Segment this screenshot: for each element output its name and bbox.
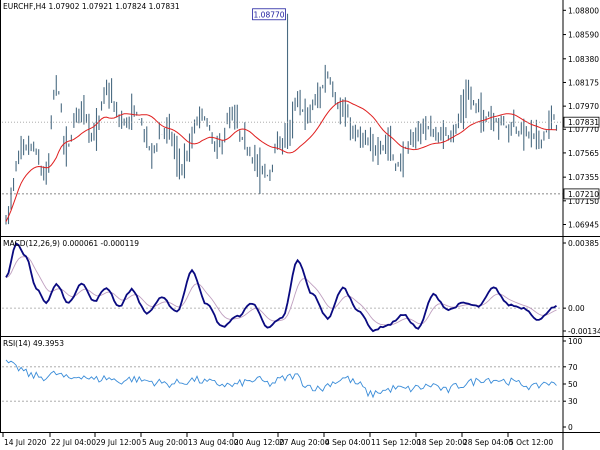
rsi-tick-label: 0 — [568, 423, 573, 432]
rsi-label: RSI(14) 49.3953 — [3, 339, 64, 348]
time-tick-label: 22 Jul 04:00 — [51, 438, 96, 447]
time-axis-svg: 14 Jul 2020 22 Jul 04:00 29 Jul 12:00 5 Aug… — [2, 433, 564, 450]
rsi-tick-label: 30 — [568, 397, 578, 406]
time-tick-label: 29 Jul 12:00 — [96, 438, 141, 447]
high-marker-label: 1.08770 — [254, 10, 285, 19]
price-tick-label: 1.07355 — [568, 173, 599, 182]
symbol-label: EURCHF,H4 1.07902 1.07921 1.07824 1.0783… — [3, 2, 180, 11]
time-tick-label: 11 Sep 12:00 — [371, 438, 421, 447]
high-marker-box — [252, 8, 286, 21]
price-tick-label: 1.07565 — [568, 149, 599, 158]
price-tick-label: 1.08590 — [568, 31, 599, 40]
price-tick-label: 1.06945 — [568, 220, 599, 229]
price-chart[interactable]: 1.08770 1.08800 1.08590 1.08380 1.08175 1.079… — [0, 0, 600, 237]
moving-average-line — [5, 100, 557, 222]
time-axis: 14 Jul 2020 22 Jul 04:00 29 Jul 12:00 5 Aug… — [0, 433, 600, 450]
time-tick-label: 14 Jul 2020 — [4, 438, 47, 447]
rsi-chart[interactable]: 100 70 50 30 0 — [0, 337, 600, 433]
macd-signal-line — [5, 256, 557, 326]
rsi-line — [5, 359, 557, 399]
rsi-tick-label: 50 — [568, 380, 578, 389]
current-price-label: 1.07831 — [568, 118, 599, 127]
time-tick-label: 13 Aug 04:00 — [188, 438, 239, 447]
time-tick-label: 20 Aug 12:00 — [234, 438, 285, 447]
price-tick-label: 1.08175 — [568, 78, 599, 87]
rsi-tick-label: 100 — [568, 337, 583, 346]
time-tick-label: 18 Sep 20:00 — [417, 438, 467, 447]
price-tick-label: 1.08380 — [568, 55, 599, 64]
time-tick-label: 5 Aug 20:00 — [142, 438, 188, 447]
low-level-box — [563, 188, 600, 200]
current-price-box — [563, 116, 600, 128]
macd-tick-label: -0.001348 — [568, 327, 600, 336]
price-tick-label: 1.07150 — [568, 197, 599, 206]
macd-pane[interactable]: 0.00385 0.00 -0.001348 MACD(12,26,9) 0.000… — [0, 237, 600, 337]
macd-label: MACD(12,26,9) 0.000061 -0.000119 — [3, 239, 140, 248]
time-tick-label: 28 Sep 04:00 — [463, 438, 513, 447]
macd-tick-label: 0.00 — [568, 304, 585, 313]
rsi-tick-label: 70 — [568, 363, 578, 372]
macd-main-line — [5, 242, 558, 333]
macd-tick-label: 0.00385 — [568, 239, 599, 248]
price-tick-label: 1.08800 — [568, 6, 599, 15]
price-pane[interactable]: 1.08770 1.08800 1.08590 1.08380 1.08175 1.079… — [0, 0, 600, 237]
macd-chart[interactable]: 0.00385 0.00 -0.001348 — [0, 237, 600, 337]
price-tick-label: 1.07770 — [568, 125, 599, 134]
time-tick-label: 4 Sep 04:00 — [325, 438, 371, 447]
ohlc-values: 1.07902 1.07921 1.07824 1.07831 — [48, 2, 180, 11]
rsi-pane[interactable]: 100 70 50 30 0 RSI(14) 49.3953 — [0, 337, 600, 433]
time-tick-label: 5 Oct 12:00 — [509, 438, 553, 447]
low-level-label: 1.07210 — [568, 190, 599, 199]
time-tick-label: 27 Aug 20:00 — [279, 438, 330, 447]
symbol-name: EURCHF,H4 — [3, 2, 47, 11]
price-tick-label: 1.07970 — [568, 102, 599, 111]
